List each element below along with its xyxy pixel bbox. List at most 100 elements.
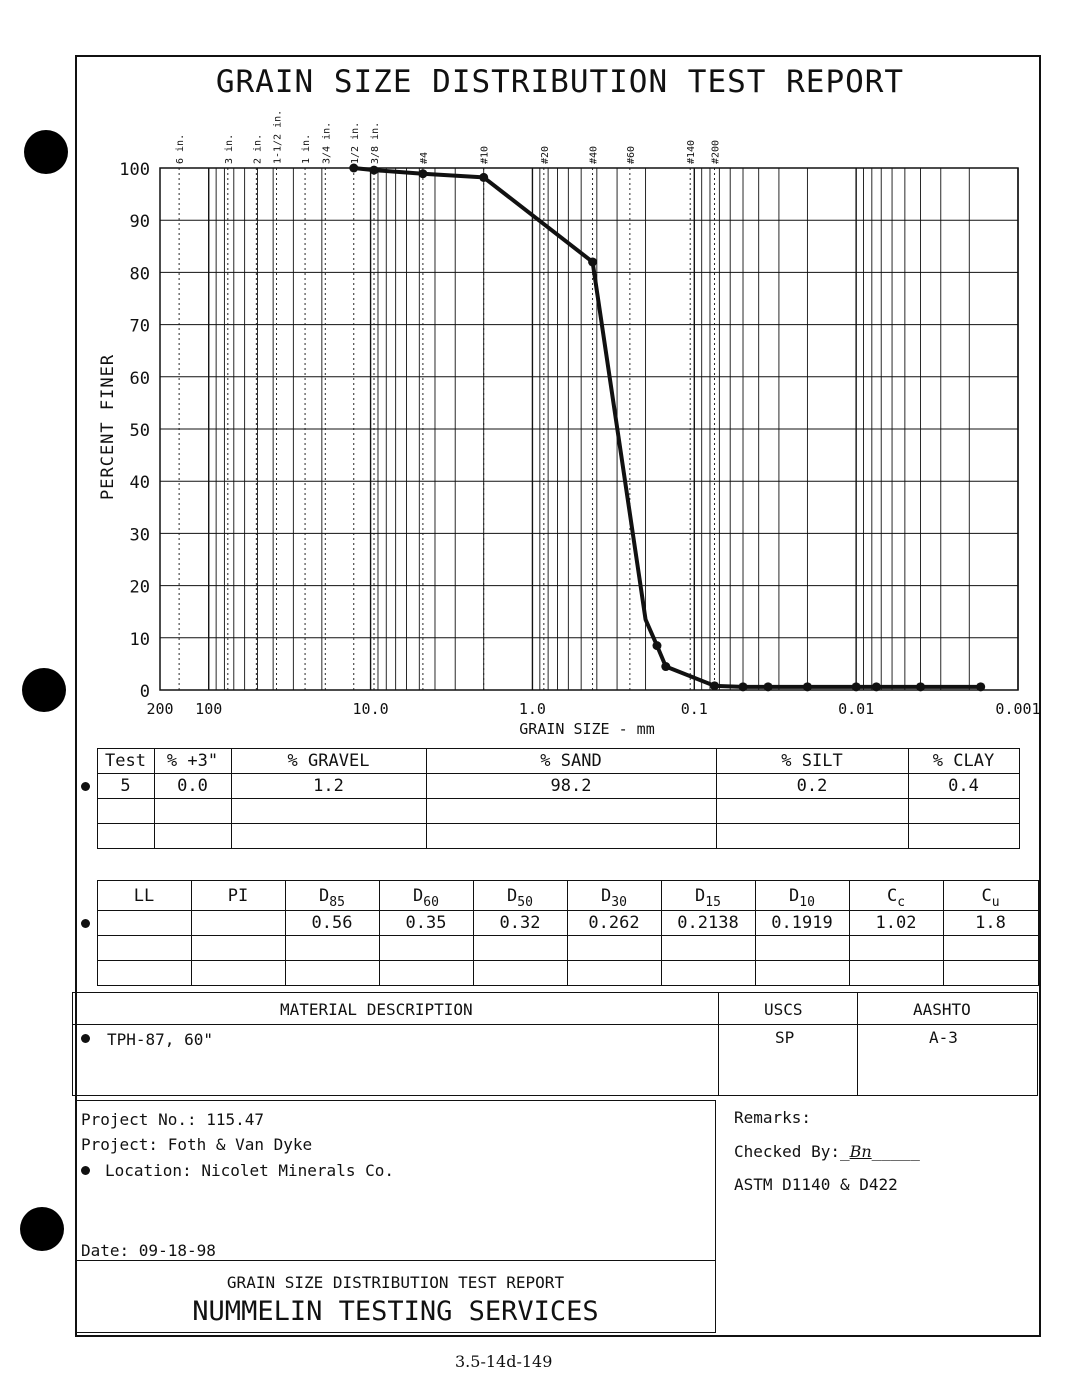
y-tick-label: 50 bbox=[130, 421, 150, 441]
y-tick-label: 60 bbox=[130, 369, 150, 389]
uscs-header: USCS bbox=[764, 1000, 803, 1019]
data-point bbox=[479, 172, 489, 182]
header-gravel: % GRAVEL bbox=[230, 748, 427, 774]
data-point bbox=[738, 682, 748, 692]
project-date: Date: 09-18-98 bbox=[81, 1241, 216, 1260]
header-d60: D60 bbox=[378, 880, 474, 911]
x-tick-label: 0.1 bbox=[681, 700, 708, 718]
header-d15: D15 bbox=[660, 880, 756, 911]
cell-pi bbox=[190, 910, 286, 936]
report-title: GRAIN SIZE DISTRIBUTION TEST REPORT bbox=[215, 64, 905, 100]
sieve-label: 1/2 in. bbox=[350, 122, 361, 164]
sieve-label: 3/8 in. bbox=[370, 122, 381, 164]
header-d85: D85 bbox=[284, 880, 380, 911]
y-tick-label: 30 bbox=[130, 525, 150, 545]
series-line bbox=[353, 166, 981, 689]
data-point bbox=[976, 682, 986, 692]
cell-d85: 0.56 bbox=[284, 910, 380, 936]
y-tick-label: 90 bbox=[130, 212, 150, 232]
sieve-label: 1-1/2 in. bbox=[273, 110, 284, 164]
data-point bbox=[418, 169, 428, 179]
cell-sand: 98.2 bbox=[425, 773, 717, 799]
x-axis-label: GRAIN SIZE - mm bbox=[519, 720, 654, 738]
material-header: MATERIAL DESCRIPTION bbox=[280, 1000, 473, 1019]
cell-clay: 0.4 bbox=[907, 773, 1020, 799]
data-point bbox=[710, 681, 720, 691]
table-row: 5 0.0 1.2 98.2 0.2 0.4 bbox=[75, 773, 1020, 799]
aashto-value: A-3 bbox=[929, 1028, 958, 1047]
chart-axes: 0 10 20 30 40 50 60 70 80 90 100 200 100 10.0 1.0 0.1 0.… bbox=[119, 160, 1040, 718]
data-point bbox=[369, 165, 379, 175]
footer-company: NUMMELIN TESTING SERVICES bbox=[192, 1296, 599, 1327]
data-point bbox=[588, 257, 598, 267]
x-tick-label: 0.001 bbox=[995, 700, 1040, 718]
sieve-label: #40 bbox=[589, 146, 600, 164]
cell-d30: 0.262 bbox=[566, 910, 662, 936]
header-d10: D10 bbox=[754, 880, 850, 911]
cell-cu: 1.8 bbox=[942, 910, 1039, 936]
header-cu: Cu bbox=[942, 880, 1039, 911]
binder-hole-bottom bbox=[20, 1207, 64, 1251]
cell-ll bbox=[96, 910, 192, 936]
sieve-label: #4 bbox=[419, 152, 430, 164]
bullet-marker-icon bbox=[81, 919, 91, 928]
project-number: Project No.: 115.47 bbox=[81, 1110, 265, 1129]
bullet-marker-icon bbox=[81, 782, 91, 791]
data-point bbox=[916, 682, 926, 692]
checked-by: Checked By:_Bn_____ bbox=[734, 1142, 920, 1161]
footer-report-title: GRAIN SIZE DISTRIBUTION TEST REPORT bbox=[226, 1273, 565, 1292]
soil-parameters-table: LL PI D85 D60 D50 D30 D15 D10 Cc Cu 0.56… bbox=[75, 880, 1039, 986]
sieve-labels: 6 in. 3 in. 2 in. 1-1/2 in. 1 in. 3/4 in. 1/2 … bbox=[175, 110, 722, 690]
data-point bbox=[802, 682, 812, 692]
page-number: 3.5-14d-149 bbox=[455, 1352, 553, 1371]
cell-d60: 0.35 bbox=[378, 910, 474, 936]
cell-gravel: 1.2 bbox=[230, 773, 427, 799]
x-tick-label: 1.0 bbox=[519, 700, 546, 718]
cell-plus3: 0.0 bbox=[153, 773, 232, 799]
checked-by-signature: Bn bbox=[849, 1142, 872, 1161]
x-tick-label: 200 bbox=[146, 700, 173, 718]
table-row-empty bbox=[75, 935, 1039, 961]
cell-d50: 0.32 bbox=[472, 910, 568, 936]
header-ll: LL bbox=[96, 880, 192, 911]
cell-d15: 0.2138 bbox=[660, 910, 756, 936]
gradation-header-row: Test % +3" % GRAVEL % SAND % SILT % CLAY bbox=[75, 748, 1020, 774]
y-tick-label: 40 bbox=[130, 473, 150, 493]
uscs-column bbox=[718, 992, 858, 1096]
header-d30: D30 bbox=[566, 880, 662, 911]
project-name: Project: Foth & Van Dyke bbox=[81, 1135, 313, 1154]
data-point bbox=[661, 662, 671, 672]
data-point bbox=[851, 682, 861, 692]
header-d50: D50 bbox=[472, 880, 568, 911]
header-pi: PI bbox=[190, 880, 286, 911]
sieve-label: #200 bbox=[711, 140, 722, 164]
aashto-header: AASHTO bbox=[913, 1000, 971, 1019]
y-tick-label: 10 bbox=[130, 630, 150, 650]
sieve-label: 3/4 in. bbox=[321, 122, 332, 164]
y-tick-label: 70 bbox=[130, 317, 150, 337]
y-tick-label: 100 bbox=[119, 160, 150, 180]
material-description-box bbox=[72, 992, 1038, 1096]
material-header-divider bbox=[72, 992, 1038, 1025]
gradation-summary-table: Test % +3" % GRAVEL % SAND % SILT % CLAY… bbox=[75, 748, 1020, 849]
project-location: Location: Nicolet Minerals Co. bbox=[105, 1161, 394, 1180]
table-row-empty bbox=[75, 960, 1039, 986]
binder-hole-middle bbox=[22, 668, 66, 712]
table-row-empty bbox=[75, 798, 1020, 824]
header-sand: % SAND bbox=[425, 748, 717, 774]
y-tick-label: 80 bbox=[130, 264, 150, 284]
sieve-label: 1 in. bbox=[301, 134, 312, 164]
astm-standard: ASTM D1140 & D422 bbox=[734, 1175, 898, 1194]
project-info-box bbox=[75, 1100, 716, 1333]
data-point bbox=[652, 641, 662, 651]
bullet-marker-icon bbox=[81, 1034, 90, 1043]
data-point bbox=[763, 682, 773, 692]
header-silt: % SILT bbox=[715, 748, 909, 774]
parameters-header-row: LL PI D85 D60 D50 D30 D15 D10 Cc Cu bbox=[75, 880, 1039, 911]
cell-test: 5 bbox=[96, 773, 155, 799]
sieve-label: #20 bbox=[540, 146, 551, 164]
header-cc: Cc bbox=[848, 880, 944, 911]
sieve-label: #10 bbox=[480, 146, 491, 164]
sieve-label: 3 in. bbox=[224, 134, 235, 164]
sieve-label: 6 in. bbox=[175, 134, 186, 164]
